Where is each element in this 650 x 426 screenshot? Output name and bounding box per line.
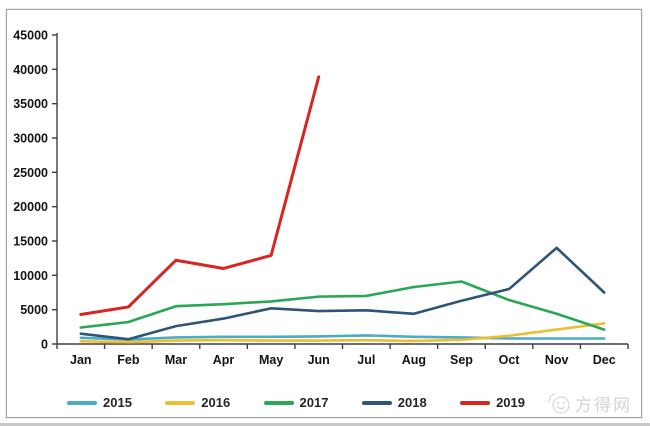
chart-area-frame <box>6 9 642 418</box>
series-line-2017 <box>79 280 606 331</box>
series-line-2018 <box>79 246 606 341</box>
y-axis-tick-label: 25000 <box>13 166 48 180</box>
x-axis-tick-label: Feb <box>117 353 140 367</box>
x-axis-tick-label: Jun <box>308 353 330 367</box>
legend-label: 2016 <box>201 395 231 410</box>
x-axis-tick-label: May <box>259 353 283 367</box>
legend-line-swatch <box>165 400 196 405</box>
y-axis-tick-label: 10000 <box>13 269 48 283</box>
legend-item-2016: 2016 <box>165 395 230 410</box>
legend-line-swatch <box>67 400 97 405</box>
legend-item-2015: 2015 <box>67 395 132 410</box>
legend-line-swatch <box>460 400 491 405</box>
x-axis-tick-label: Oct <box>499 353 521 367</box>
legend-item-2019: 2019 <box>460 395 525 410</box>
y-axis-tick-label: 35000 <box>13 97 48 111</box>
y-axis-tick-label: 5000 <box>20 303 48 317</box>
watermark-text: 方得网 <box>575 395 632 415</box>
watermark: 方得网 <box>546 390 632 416</box>
legend-line-swatch <box>361 400 392 405</box>
x-axis-tick-label: Sep <box>450 353 473 367</box>
legend-label: 2017 <box>299 395 329 410</box>
series-line-2015 <box>79 334 606 341</box>
legend-label: 2019 <box>496 395 525 410</box>
x-axis-tick-label: Nov <box>545 353 569 367</box>
x-axis-tick-label: Aug <box>402 353 426 367</box>
legend-label: 2015 <box>103 395 132 410</box>
page-divider <box>0 423 650 426</box>
y-axis-tick-label: 40000 <box>13 63 48 77</box>
legend-line-swatch <box>263 400 294 405</box>
y-axis-tick-label: 45000 <box>13 29 48 43</box>
legend-label: 2018 <box>397 395 427 410</box>
y-axis-tick-label: 30000 <box>13 132 48 146</box>
series-line-2019 <box>79 75 321 316</box>
chart-legend: 2015 2016 2017 2018 2019 <box>67 395 525 410</box>
x-axis-tick-label: Mar <box>165 353 187 367</box>
smiley-face-icon <box>547 393 570 414</box>
x-axis-tick-label: Dec <box>593 353 616 367</box>
x-axis-tick-label: Jan <box>70 353 92 367</box>
y-axis-tick-label: 15000 <box>13 235 48 249</box>
y-axis-tick-label: 20000 <box>13 200 48 214</box>
legend-item-2018: 2018 <box>361 395 427 410</box>
x-axis-tick-label: Apr <box>213 353 235 367</box>
y-axis-tick-label: 0 <box>41 338 48 352</box>
x-axis-tick-label: Jul <box>357 353 375 367</box>
legend-item-2017: 2017 <box>263 395 329 410</box>
series-line-2016 <box>79 322 606 344</box>
